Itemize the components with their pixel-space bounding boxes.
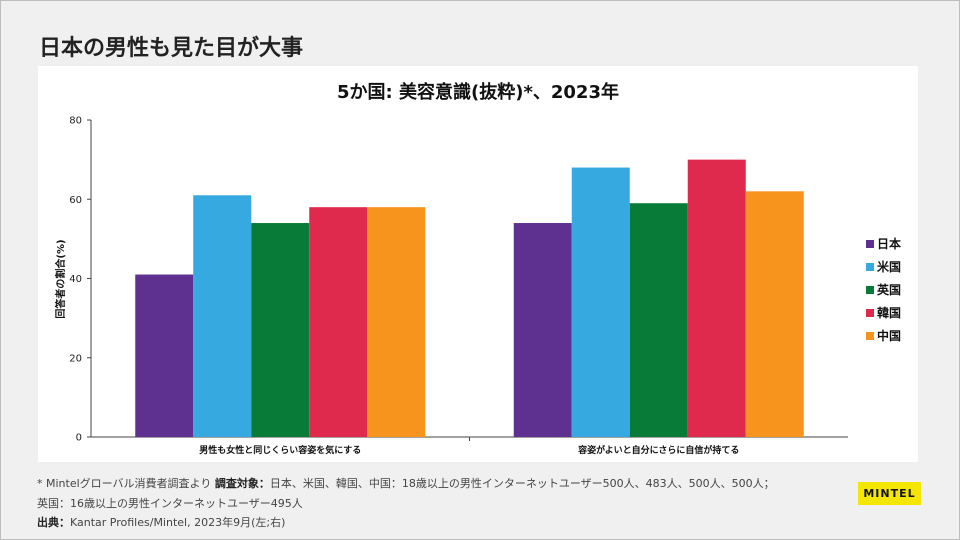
- bar-4-1: [309, 207, 368, 437]
- chart-bars: [135, 159, 804, 438]
- y-tick-label: 80: [69, 116, 82, 127]
- chart-legend: 日本米国英国韓国中国: [866, 232, 901, 347]
- footnote-line-1: * Mintelグローバル消費者調査より 調査対象：日本、米国、韓国、中国：18…: [37, 475, 775, 491]
- legend-label: 韓国: [877, 306, 902, 320]
- bar-2-2: [571, 167, 630, 438]
- legend-swatch: [866, 285, 874, 294]
- bar-2-1: [193, 195, 252, 437]
- legend-item: 中国: [866, 324, 901, 347]
- legend-swatch: [866, 308, 874, 317]
- y-tick-label: 40: [69, 274, 82, 285]
- mintel-logo: MINTEL: [858, 482, 921, 505]
- y-tick-label: 0: [76, 433, 82, 444]
- legend-swatch: [866, 262, 874, 271]
- legend-item: 日本: [866, 232, 901, 255]
- footnote-line-3: 出典：Kantar Profiles/Mintel, 2023年9月(左;右): [37, 514, 285, 530]
- footnote-line-2: 英国：16歳以上の男性インターネットユーザー495人: [37, 497, 303, 510]
- bar-5-2: [745, 191, 804, 437]
- legend-swatch: [866, 331, 874, 340]
- bar-1-2: [513, 223, 572, 437]
- legend-label: 英国: [877, 283, 902, 297]
- x-category-label: 容姿がよいと自分にさらに自信が持てる: [577, 444, 739, 456]
- chart-title: 5か国: 美容意識(抜粋)*、2023年: [337, 82, 619, 103]
- legend-label: 中国: [877, 329, 902, 343]
- legend-swatch: [866, 239, 874, 248]
- y-tick-label: 60: [69, 195, 82, 206]
- y-axis-label: 回答者の割合(%): [54, 239, 67, 318]
- legend-label: 米国: [877, 260, 902, 274]
- slide-title: 日本の男性も見た目が大事: [39, 36, 304, 61]
- footnote-target-detail: 日本、米国、韓国、中国：18歳以上の男性インターネットユーザー500人、483人…: [269, 477, 775, 490]
- bar-1-1: [135, 274, 194, 437]
- bar-3-2: [629, 203, 688, 437]
- bar-3-1: [251, 223, 310, 437]
- bar-4-2: [687, 159, 746, 437]
- footnote-source-detail: Kantar Profiles/Mintel, 2023年9月(左;右): [70, 516, 286, 529]
- chart-ticks: 0 20 40 60 80 男性も女性と同じくらい容姿を気にする 容姿がよいと自分にさらに自…: [69, 116, 739, 457]
- footnote-label-target: 調査対象：: [214, 477, 270, 490]
- x-category-label: 男性も女性と同じくらい容姿を気にする: [199, 444, 361, 456]
- legend-item: 米国: [866, 255, 901, 278]
- footnote-label-source: 出典：: [37, 516, 70, 529]
- legend-label: 日本: [877, 237, 902, 251]
- bar-5-1: [367, 207, 426, 437]
- y-tick-label: 20: [69, 353, 82, 364]
- footnote-prefix: * Mintelグローバル消費者調査より: [37, 477, 215, 490]
- legend-item: 英国: [866, 278, 901, 301]
- legend-item: 韓国: [866, 301, 901, 324]
